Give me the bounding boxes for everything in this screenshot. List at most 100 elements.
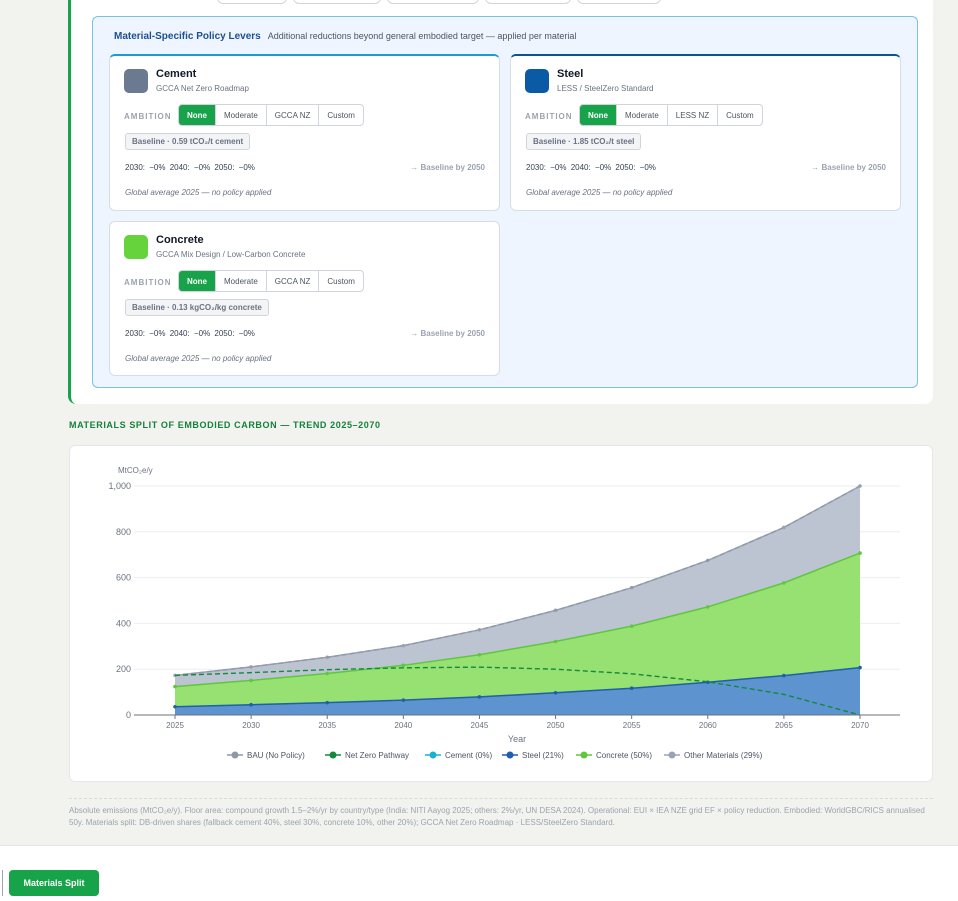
material-name: Concrete <box>156 234 204 246</box>
materials-split-chart: 0 200 400 600 800 1,000 MtCO₂e/y 2025 2030 2035 20… <box>108 466 900 760</box>
baseline-badge: Baseline · 0.59 tCO₂/t cement <box>125 133 251 150</box>
y-tick-label: 600 <box>116 573 131 583</box>
ambition-option-gcca-nz[interactable]: GCCA NZ <box>267 271 320 291</box>
x-tick-label: 2070 <box>851 721 869 730</box>
top-tab[interactable] <box>217 0 287 4</box>
x-tick-label: 2060 <box>699 721 717 730</box>
ambition-option-custom[interactable]: Custom <box>327 276 355 286</box>
data-point <box>173 684 177 689</box>
ambition-option-custom[interactable]: Custom <box>327 110 355 120</box>
toolbar-divider <box>2 870 3 896</box>
series-line <box>174 552 861 688</box>
x-tick-label: 2040 <box>394 721 412 730</box>
data-point <box>173 673 177 678</box>
legend-label: Other Materials (29%) <box>684 751 763 760</box>
x-tick-label: 2055 <box>623 721 641 730</box>
series-line <box>174 666 861 716</box>
materials-split-chart-card: 0 200 400 600 800 1,000 MtCO₂e/y 2025 2030 2035 20… <box>69 445 933 782</box>
data-point <box>553 639 558 644</box>
data-point <box>401 643 406 648</box>
data-point <box>629 686 634 691</box>
material-policy-panel: Material-Specific Policy Levers Addition… <box>92 16 918 388</box>
global-average-note: Global average 2025 — no policy applied <box>125 354 272 363</box>
baseline-2050-note: → Baseline by 2050 <box>811 163 886 172</box>
legend-marker <box>506 751 514 759</box>
x-tick-label: 2065 <box>775 721 793 730</box>
top-tab[interactable] <box>485 0 571 4</box>
legend-label: Net Zero Pathway <box>345 751 409 760</box>
data-point <box>249 702 253 707</box>
section-title: MATERIALS SPLIT OF EMBODIED CARBON — TRE… <box>69 420 381 430</box>
data-point <box>325 700 330 705</box>
area-other-materials- <box>175 486 860 687</box>
material-name: Cement <box>156 68 197 80</box>
legend-marker <box>668 751 676 759</box>
area-steel- <box>175 667 860 715</box>
x-tick-label: 2045 <box>471 721 489 730</box>
cement-swatch-icon <box>124 69 148 93</box>
data-point <box>249 678 253 683</box>
y-tick-label: 800 <box>116 527 131 537</box>
legend-label: Cement (0%) <box>445 751 492 760</box>
reduction-targets: 2030: −0% 2040: −0% 2050: −0% <box>125 329 255 338</box>
ambition-option-moderate[interactable]: Moderate <box>216 271 267 291</box>
ambition-option-less-nz[interactable]: LESS NZ <box>668 105 719 125</box>
ambition-option-none[interactable]: None <box>179 105 216 125</box>
x-tick-label: 2030 <box>242 721 260 730</box>
data-point <box>858 665 862 670</box>
legend-label: Steel (21%) <box>522 751 564 760</box>
data-point <box>477 652 482 657</box>
ambition-label: AMBITION <box>124 278 172 287</box>
ambition-selector: None Moderate GCCA NZ Custom <box>178 270 364 292</box>
y-tick-label: 200 <box>116 664 131 674</box>
legend-marker <box>429 751 437 759</box>
bottom-toolbar: Materials Split <box>0 845 958 901</box>
data-point <box>477 695 482 699</box>
material-roadmap: GCCA Mix Design / Low-Carbon Concrete <box>156 250 306 259</box>
data-point <box>401 698 406 702</box>
ambition-label: AMBITION <box>525 112 573 121</box>
ambition-label: AMBITION <box>124 112 172 121</box>
ambition-selector: None Moderate GCCA NZ Custom <box>178 104 364 126</box>
x-tick-label: 2025 <box>166 721 184 730</box>
ambition-option-gcca-nz[interactable]: GCCA NZ <box>267 105 320 125</box>
top-tab[interactable] <box>387 0 479 4</box>
x-axis-label: Year <box>508 734 526 744</box>
global-average-note: Global average 2025 — no policy applied <box>125 188 272 197</box>
data-point <box>782 673 786 678</box>
concrete-swatch-icon <box>124 235 148 259</box>
legend-marker <box>580 751 588 759</box>
policy-section: Material-Specific Policy Levers Addition… <box>68 0 933 404</box>
policy-subtitle: Additional reductions beyond general emb… <box>267 31 577 41</box>
series-line <box>174 485 861 677</box>
ambition-option-moderate[interactable]: Moderate <box>216 105 267 125</box>
baseline-badge: Baseline · 0.13 kgCO₂/kg concrete <box>125 299 269 316</box>
series-line <box>174 666 861 708</box>
ambition-option-custom[interactable]: Custom <box>726 110 754 120</box>
material-roadmap: GCCA Net Zero Roadmap <box>156 84 249 93</box>
top-tab[interactable] <box>293 0 381 4</box>
baseline-2050-note: → Baseline by 2050 <box>410 329 485 338</box>
y-tick-label: 1,000 <box>108 481 131 491</box>
ambition-option-none[interactable]: None <box>179 271 216 291</box>
data-point <box>173 704 177 709</box>
material-card-cement: Cement GCCA Net Zero Roadmap AMBITION No… <box>109 54 500 211</box>
x-tick-label: 2035 <box>318 721 336 730</box>
ambition-option-moderate[interactable]: Moderate <box>617 105 668 125</box>
data-point <box>401 663 406 668</box>
x-tick-label: 2050 <box>547 721 565 730</box>
material-card-steel: Steel LESS / SteelZero Standard AMBITION… <box>510 54 901 211</box>
top-tab[interactable] <box>577 0 661 4</box>
material-roadmap: LESS / SteelZero Standard <box>557 84 654 93</box>
ambition-selector: None Moderate LESS NZ Custom <box>579 104 763 126</box>
legend-label: Concrete (50%) <box>596 751 652 760</box>
materials-split-button[interactable]: Materials Split <box>9 870 99 896</box>
legend-marker <box>231 751 239 759</box>
y-tick-label: 400 <box>116 618 131 628</box>
global-average-note: Global average 2025 — no policy applied <box>526 188 673 197</box>
legend-label: BAU (No Policy) <box>247 751 305 760</box>
ambition-option-none[interactable]: None <box>580 105 617 125</box>
data-point <box>629 624 634 628</box>
policy-title: Material-Specific Policy Levers <box>114 31 261 42</box>
y-tick-label: 0 <box>126 710 131 720</box>
